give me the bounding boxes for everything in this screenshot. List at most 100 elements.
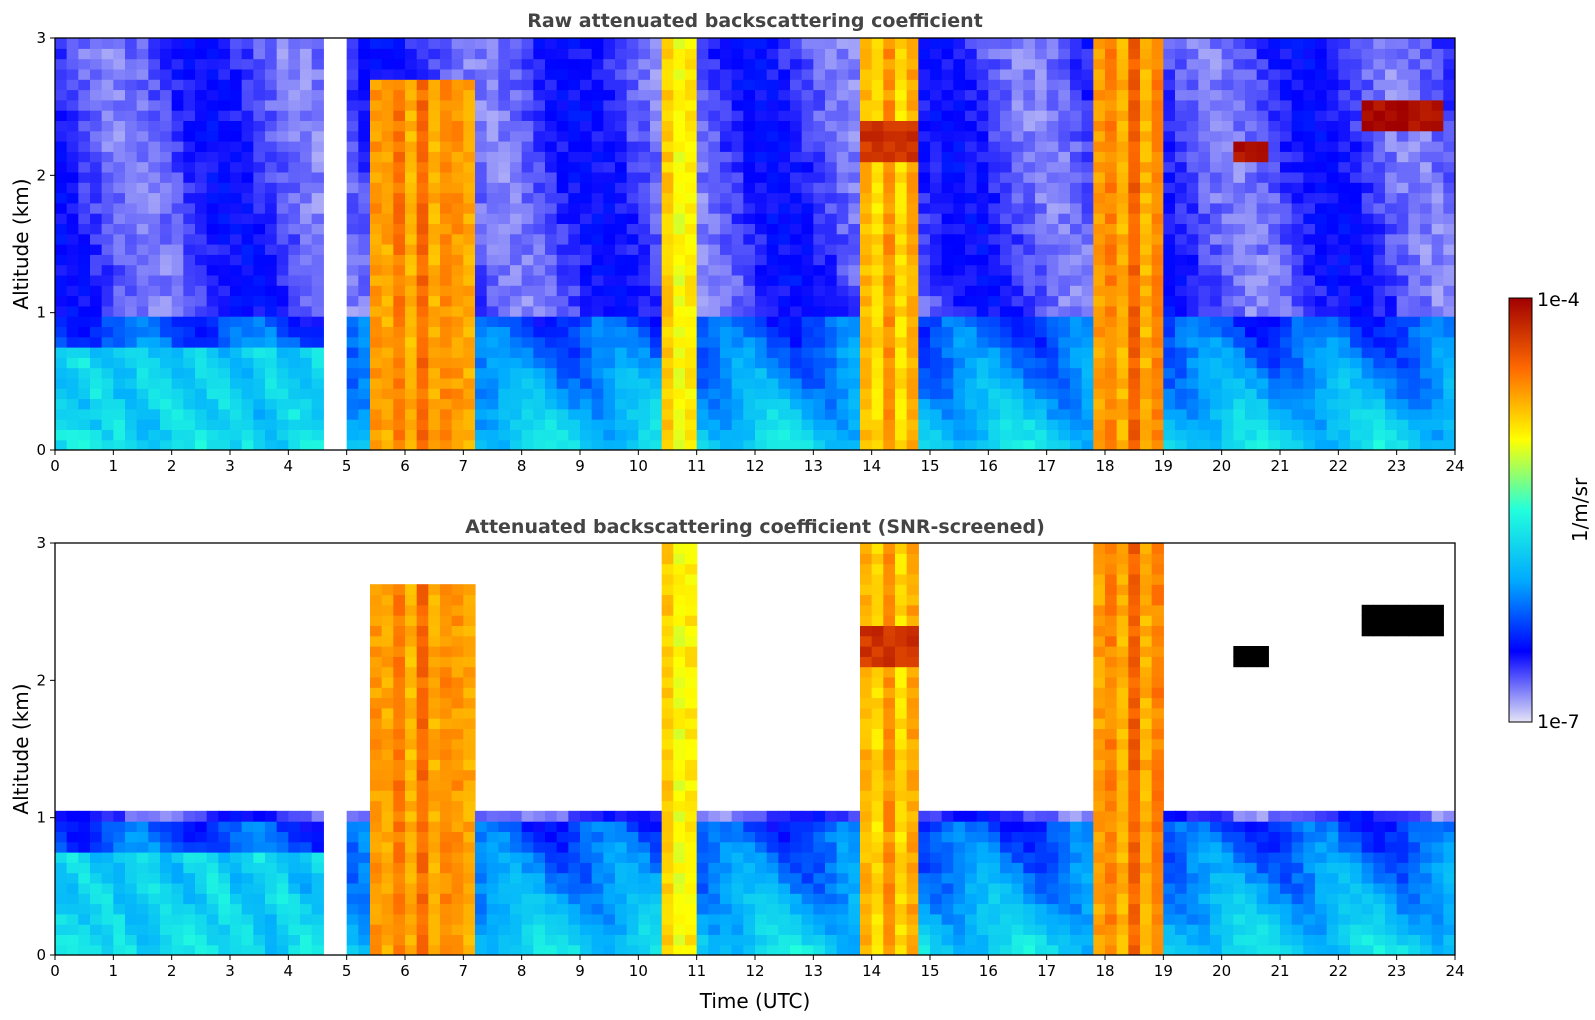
heatmap-cell: [976, 398, 989, 410]
heatmap-cell: [265, 388, 278, 400]
heatmap-cell: [801, 110, 814, 121]
heatmap-cell: [615, 68, 628, 80]
heatmap-cell: [1431, 89, 1444, 101]
heatmap-cell: [1385, 264, 1398, 276]
heatmap-cell: [1128, 151, 1141, 163]
heatmap-cell: [265, 367, 278, 379]
heatmap-cell: [358, 79, 371, 91]
heatmap-cell: [1070, 285, 1083, 297]
heatmap-cell: [125, 357, 138, 369]
heatmap-cell: [1315, 161, 1328, 173]
heatmap-cell: [113, 192, 126, 204]
heatmap-cell: [743, 110, 756, 121]
heatmap-cell: [358, 264, 371, 276]
heatmap-cell: [1046, 151, 1059, 163]
heatmap-cell: [1093, 151, 1106, 163]
heatmap-cell: [1151, 192, 1164, 204]
heatmap-cell: [346, 419, 359, 430]
heatmap-cell: [1081, 89, 1094, 101]
heatmap-cell: [1408, 141, 1421, 152]
heatmap-cell: [1128, 171, 1141, 183]
heatmap-cell: [1000, 408, 1013, 420]
y-tick-label: 0: [36, 441, 46, 459]
heatmap-cell: [918, 58, 931, 70]
heatmap-cell: [195, 357, 208, 369]
heatmap-cell: [895, 388, 908, 400]
heatmap-cell: [1105, 99, 1118, 111]
heatmap-cell: [405, 316, 418, 327]
heatmap-cell: [241, 233, 254, 245]
heatmap-cell: [1443, 326, 1455, 338]
heatmap-cell: [101, 398, 114, 410]
heatmap-cell: [1105, 161, 1118, 173]
heatmap-cell: [1420, 295, 1433, 307]
heatmap-cell: [1116, 419, 1129, 430]
heatmap-cell: [673, 244, 686, 255]
heatmap-cell: [451, 130, 464, 142]
heatmap-cell: [265, 120, 278, 132]
heatmap-cell: [276, 89, 289, 101]
heatmap-cell: [113, 852, 126, 863]
heatmap-cell: [101, 99, 114, 111]
heatmap-cell: [1198, 336, 1211, 348]
heatmap-cell: [533, 326, 546, 338]
heatmap-cell: [113, 274, 126, 286]
heatmap-cell: [1373, 357, 1386, 369]
heatmap-cell: [988, 202, 1001, 214]
heatmap-cell: [78, 377, 91, 389]
heatmap-cell: [545, 223, 558, 235]
heatmap-cell: [1291, 110, 1304, 121]
heatmap-cell: [1035, 161, 1048, 173]
heatmap-cell: [78, 388, 91, 400]
heatmap-cell: [825, 68, 838, 80]
heatmap-cell: [591, 99, 604, 111]
heatmap-cell: [1093, 192, 1106, 204]
heatmap-cell: [860, 336, 873, 348]
heatmap-cell: [171, 439, 184, 450]
heatmap-cell: [55, 357, 68, 369]
heatmap-cell: [66, 68, 79, 80]
heatmap-cell: [160, 285, 173, 297]
heatmap-cell: [1315, 305, 1328, 317]
heatmap-cell: [1408, 171, 1421, 183]
heatmap-cell: [1000, 141, 1013, 152]
heatmap-cell: [533, 429, 546, 441]
heatmap-cell: [638, 182, 651, 194]
heatmap-cell: [1361, 326, 1374, 338]
heatmap-cell: [1210, 388, 1223, 400]
heatmap-cell: [1420, 285, 1433, 297]
heatmap-cell: [90, 429, 103, 441]
heatmap-cell: [300, 202, 313, 214]
heatmap-cell: [883, 377, 896, 389]
heatmap-cell: [1233, 274, 1246, 286]
heatmap-cell: [1361, 48, 1374, 60]
heatmap-cell: [451, 58, 464, 70]
heatmap-cell: [976, 110, 989, 121]
heatmap-cell: [1315, 388, 1328, 400]
heatmap-cell: [953, 89, 966, 101]
heatmap-cell: [976, 326, 989, 338]
heatmap-cell: [265, 68, 278, 80]
heatmap-cell: [825, 202, 838, 214]
heatmap-cell: [1280, 202, 1293, 214]
heatmap-cell: [1023, 429, 1036, 441]
heatmap-cell: [1105, 223, 1118, 235]
heatmap-cell: [1070, 213, 1083, 224]
heatmap-cell: [370, 419, 383, 430]
heatmap-cell: [1070, 367, 1083, 379]
heatmap-cell: [218, 223, 231, 235]
heatmap-cell: [883, 274, 896, 286]
heatmap-cell: [218, 202, 231, 214]
heatmap-cell: [568, 68, 581, 80]
heatmap-cell: [1396, 192, 1409, 204]
heatmap-cell: [988, 429, 1001, 441]
heatmap-cell: [743, 326, 756, 338]
heatmap-cell: [405, 58, 418, 70]
heatmap-cell: [661, 295, 674, 307]
heatmap-cell: [1093, 347, 1106, 358]
heatmap-cell: [1233, 377, 1246, 389]
heatmap-cell: [650, 254, 663, 266]
heatmap-cell: [148, 852, 161, 863]
heatmap-cell: [638, 357, 651, 369]
heatmap-cell: [55, 244, 68, 255]
